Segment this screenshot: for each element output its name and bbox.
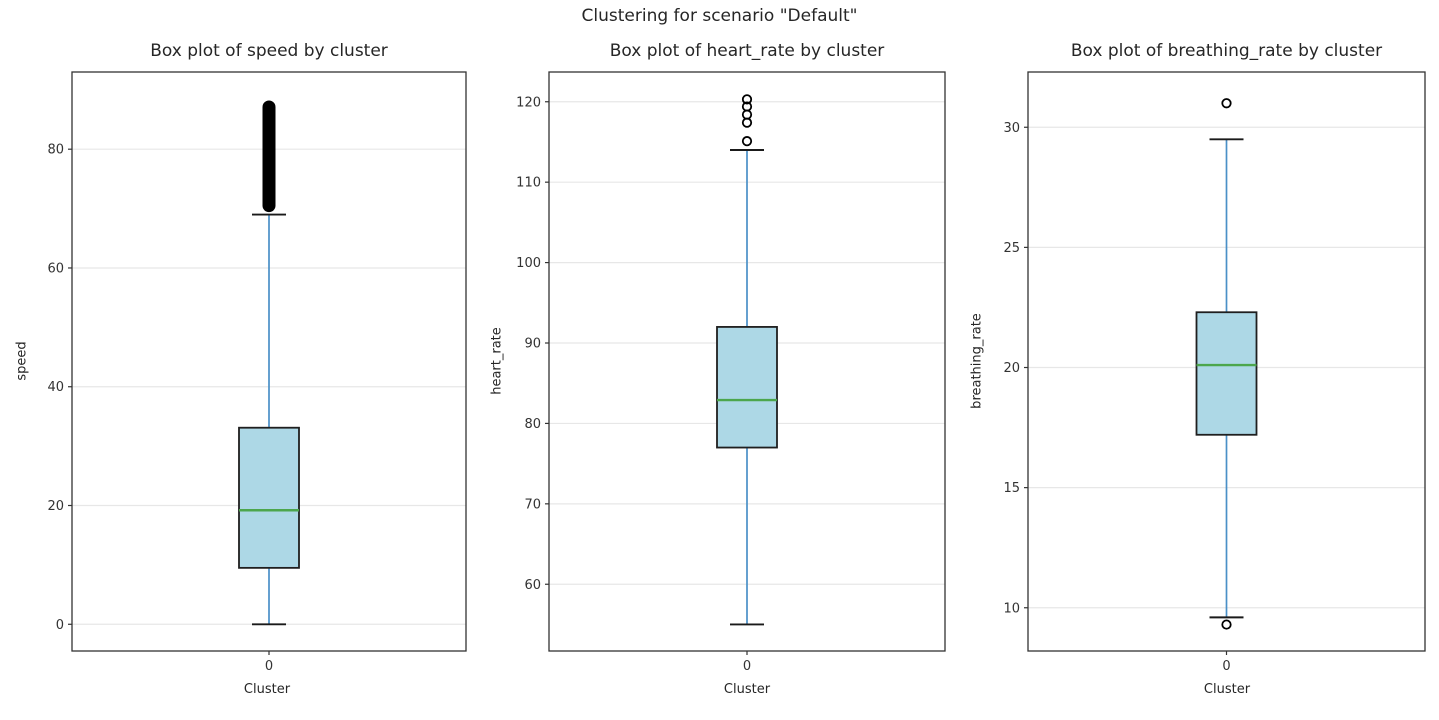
- box-iqr: [1195, 311, 1258, 436]
- outlier-circle: [1221, 619, 1232, 630]
- outlier-circle: [741, 136, 753, 147]
- y-tick-label: 70: [524, 497, 541, 512]
- x-axis-label-heart-rate: Cluster: [723, 682, 771, 697]
- figure-suptitle: Clustering for scenario "Default": [581, 6, 858, 26]
- y-tick-label: 80: [524, 417, 541, 432]
- y-tick-label: 15: [1003, 481, 1020, 496]
- subplot-title-breathing-rate: Box plot of breathing_rate by cluster: [1070, 41, 1383, 61]
- outlier-circle: [741, 94, 753, 105]
- outlier-circle: [1221, 98, 1232, 109]
- x-axis-label-breathing-rate: Cluster: [1203, 682, 1251, 697]
- y-tick-label: 60: [47, 261, 64, 276]
- box-iqr: [716, 326, 778, 449]
- y-tick-label: 110: [516, 176, 541, 191]
- outlier-circle: [741, 101, 753, 112]
- x-axis-label-speed: Cluster: [243, 682, 291, 697]
- y-tick-label: 30: [1003, 121, 1020, 136]
- outlier-circle: [741, 109, 753, 120]
- subplot-title-heart-rate: Box plot of heart_rate by cluster: [609, 41, 885, 61]
- y-tick-label: 25: [1003, 241, 1020, 256]
- y-tick-label: 20: [47, 499, 64, 514]
- y-tick-label: 120: [516, 95, 541, 110]
- y-tick-label: 0: [56, 618, 64, 633]
- box-iqr: [238, 426, 300, 569]
- y-tick-label: 60: [524, 578, 541, 593]
- x-tick-label: 0: [743, 659, 751, 674]
- y-tick-label: 20: [1003, 361, 1020, 376]
- y-tick-label: 90: [524, 337, 541, 352]
- subplot-title-speed: Box plot of speed by cluster: [150, 41, 388, 61]
- x-tick-label: 0: [265, 659, 273, 674]
- y-tick-label: 10: [1003, 601, 1020, 616]
- outlier-circle: [741, 117, 753, 128]
- y-tick-label: 80: [47, 143, 64, 158]
- y-tick-label: 100: [516, 256, 541, 271]
- y-tick-label: 40: [47, 380, 64, 395]
- x-tick-label: 0: [1222, 659, 1230, 674]
- outlier-dense-column: [262, 100, 276, 213]
